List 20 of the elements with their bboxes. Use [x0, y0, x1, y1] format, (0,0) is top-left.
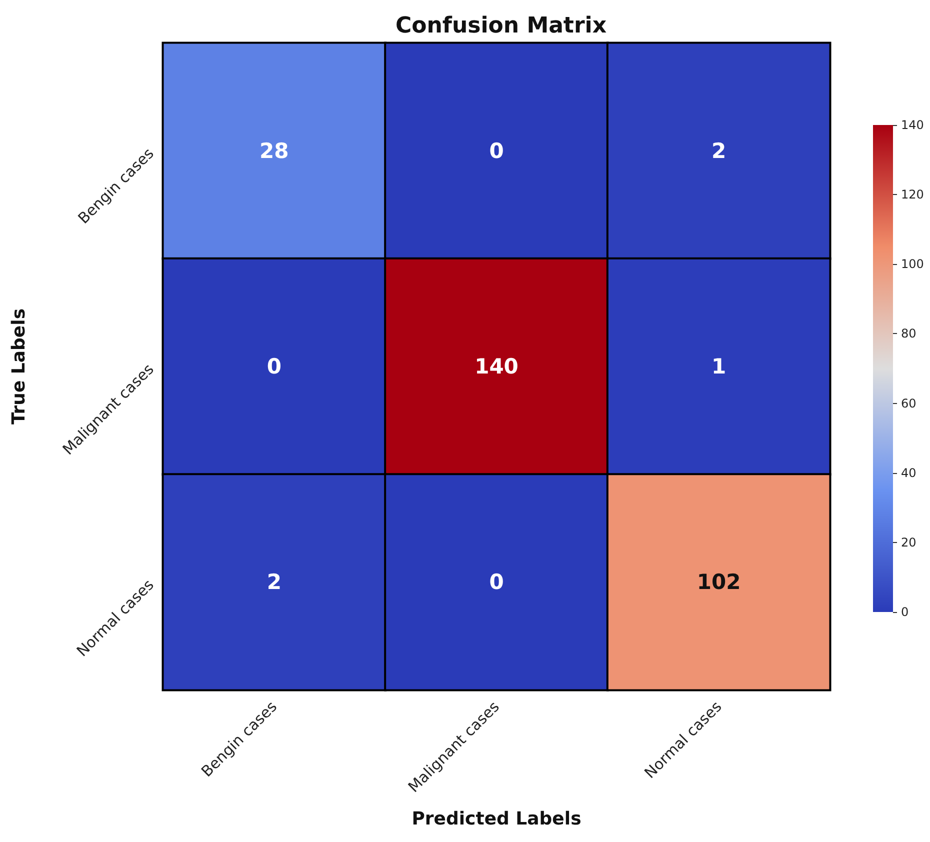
- color-bar-label: 80: [901, 326, 916, 341]
- color-bar-label: 40: [901, 466, 916, 480]
- x-axis-title: Predicted Labels: [412, 808, 582, 830]
- color-bar-label: 100: [901, 257, 924, 272]
- chart-title: Confusion Matrix: [395, 14, 607, 38]
- data-label: 28: [260, 138, 289, 163]
- data-label: 0: [489, 570, 504, 594]
- data-label: 102: [696, 570, 741, 594]
- data-label: 2: [266, 570, 282, 594]
- y-axis-title: True Labels: [8, 308, 30, 425]
- data-label: 1: [712, 354, 726, 378]
- color-bar-label: 20: [901, 535, 916, 550]
- color-bar-label: 0: [901, 605, 909, 619]
- data-label: 2: [712, 138, 726, 163]
- data-label: 140: [474, 354, 518, 378]
- color-bar-label: 60: [901, 396, 916, 410]
- color-bar-label: 140: [901, 118, 924, 132]
- color-bar-label: 120: [901, 188, 924, 202]
- data-label: 0: [266, 354, 282, 378]
- data-label: 0: [489, 138, 504, 163]
